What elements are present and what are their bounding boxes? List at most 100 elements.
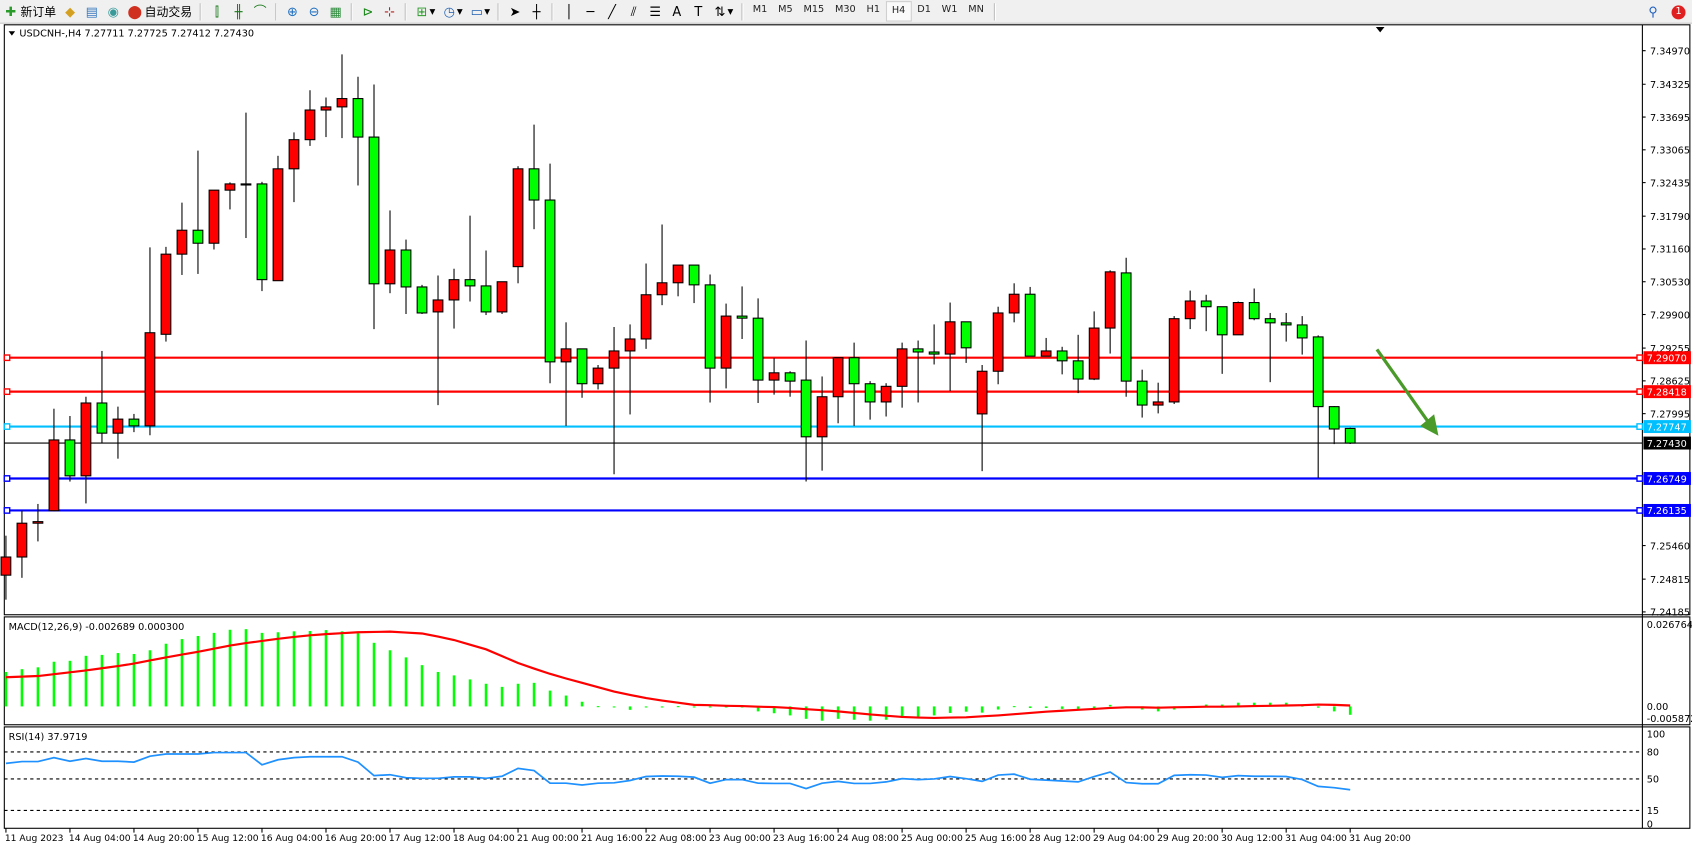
candle-body xyxy=(496,281,508,313)
notifications-button[interactable]: 1 xyxy=(1671,3,1686,20)
candle-body xyxy=(1216,306,1228,336)
macd-histogram-bar xyxy=(372,642,376,707)
search-icon[interactable]: ⚲ xyxy=(1648,3,1658,19)
toolbar-right: ⚲ 1 xyxy=(1646,0,1686,23)
candle-body xyxy=(976,370,988,415)
time-tick-label: 25 Aug 16:00 xyxy=(965,833,1027,844)
macd-histogram-bar xyxy=(1060,706,1064,709)
new-order-label: 新订单 xyxy=(20,4,57,19)
cursor-button[interactable]: ➤ xyxy=(504,1,526,21)
timeframe-m15[interactable]: M15 xyxy=(803,4,825,16)
new-order-icon: ✚ xyxy=(5,3,17,19)
candle-body xyxy=(96,402,108,434)
macd-histogram-bar xyxy=(996,706,1000,710)
templates-button[interactable]: ▭ ▼ xyxy=(466,1,493,21)
signals-button[interactable]: ◉ xyxy=(103,1,125,21)
auto-scroll-icon: ⊹ xyxy=(384,3,395,19)
macd-histogram-bar xyxy=(836,706,840,719)
candle-body xyxy=(336,98,348,108)
text-button[interactable]: A xyxy=(666,1,688,21)
equidistant-channel-button[interactable]: ⫽ xyxy=(623,1,645,21)
chart-canvas[interactable]: 7.34970 7.34325 7.33695 7.33065 7.32435 7.317… xyxy=(0,24,1692,852)
candle-body xyxy=(1184,300,1196,320)
macd-histogram-bar xyxy=(516,683,520,707)
macd-histogram-bar xyxy=(932,706,936,716)
price-line-label-bg xyxy=(1643,385,1691,399)
line-anchor-icon xyxy=(3,507,11,514)
fibonacci-icon: ☰ xyxy=(649,3,661,19)
macd-histogram-bar xyxy=(484,683,488,707)
timeframe-m5[interactable]: M5 xyxy=(778,4,793,16)
timeframe-m1[interactable]: M1 xyxy=(752,4,768,16)
toolbar: ✚ 新订单 ◆ ▤ ◉ ⬤ 自动交易 ⫿ ╫ ⌒ ⊕ ⊖ ▦ ⊳ ⊹ ⊞ ▼ ◷ ▼… xyxy=(0,0,1692,24)
candle-body xyxy=(816,396,828,438)
macd-histogram-bar xyxy=(180,639,184,707)
timeframe-h1[interactable]: H1 xyxy=(866,4,881,16)
candle-body xyxy=(400,249,412,288)
line-chart-button[interactable]: ⌒ xyxy=(249,1,271,21)
arrows-button[interactable]: ⇅ ▼ xyxy=(709,1,736,21)
candle-body xyxy=(832,357,844,398)
candle-body xyxy=(112,418,124,434)
template-icon: ▭ xyxy=(470,3,483,19)
price-line-label-bg xyxy=(1643,351,1691,365)
candle-body xyxy=(0,556,12,576)
zoom-in-button[interactable]: ⊕ xyxy=(282,1,304,21)
macd-histogram-bar xyxy=(772,706,776,714)
toolbar-separator xyxy=(993,2,996,20)
candle-body xyxy=(464,279,476,287)
timeframe-h4[interactable]: H4 xyxy=(885,1,912,22)
timeframe-d1[interactable]: D1 xyxy=(917,4,931,16)
text-label-button[interactable]: T xyxy=(688,1,710,21)
price-tick-label: 7.25460 xyxy=(1650,541,1690,552)
candle-body xyxy=(736,315,748,319)
candlestick-chart-button[interactable]: ╫ xyxy=(228,1,250,21)
bar-chart-button[interactable]: ⫿ xyxy=(206,1,228,21)
indicators-button[interactable]: ⊞ ▼ xyxy=(411,1,438,21)
auto-scroll-button[interactable]: ⊹ xyxy=(379,1,401,21)
navigator-button[interactable]: ▤ xyxy=(81,1,103,21)
candle-body xyxy=(1120,272,1132,382)
dropdown-arrow-icon: ▼ xyxy=(456,7,463,16)
crosshair-button[interactable]: ┼ xyxy=(526,1,548,21)
zoom-out-button[interactable]: ⊖ xyxy=(303,1,325,21)
candle-body xyxy=(1328,406,1340,430)
macd-histogram-bar xyxy=(1316,706,1320,708)
price-tick-label: 7.24815 xyxy=(1650,575,1690,586)
market-watch-button[interactable]: ◆ xyxy=(59,1,81,21)
price-tick-label: 7.30530 xyxy=(1650,278,1690,289)
line-anchor-icon xyxy=(1636,388,1644,396)
notification-badge: 1 xyxy=(1671,5,1686,20)
timeframe-mn[interactable]: MN xyxy=(968,4,984,16)
price-line-label: 7.29070 xyxy=(1647,353,1687,364)
timeframe-m30[interactable]: M30 xyxy=(834,4,856,16)
candle-body xyxy=(1008,293,1020,314)
price-tick-label: 7.27995 xyxy=(1650,409,1690,420)
candle-body xyxy=(1136,380,1148,406)
tile-windows-button[interactable]: ▦ xyxy=(325,1,347,21)
candle-body xyxy=(688,264,700,286)
macd-tick-label: -0.005872 xyxy=(1647,714,1692,725)
chart-shift-marker-icon xyxy=(1375,26,1385,33)
line-anchor-icon xyxy=(3,388,11,396)
new-order-button[interactable]: ✚ 新订单 xyxy=(0,1,59,21)
macd-histogram-bar xyxy=(4,671,8,707)
chart-shift-button[interactable]: ⊳ xyxy=(357,1,379,21)
auto-trading-button[interactable]: ⬤ 自动交易 xyxy=(124,1,195,21)
chart-window[interactable]: 7.34970 7.34325 7.33695 7.33065 7.32435 7.317… xyxy=(0,24,1692,852)
timeframe-w1[interactable]: W1 xyxy=(941,4,958,16)
time-tick-label: 22 Aug 08:00 xyxy=(645,833,707,844)
macd-tick-label: 0.00 xyxy=(1647,702,1669,713)
main-pane xyxy=(3,24,1691,616)
time-tick-label: 23 Aug 16:00 xyxy=(773,833,835,844)
fibonacci-button[interactable]: ☰ xyxy=(644,1,666,21)
candle-body xyxy=(608,350,620,369)
current-price-label: 7.27430 xyxy=(1647,439,1687,450)
price-line-label: 7.26749 xyxy=(1647,474,1687,485)
vertical-line-button[interactable]: │ xyxy=(558,1,580,21)
periods-button[interactable]: ◷ ▼ xyxy=(439,1,466,21)
trendline-button[interactable]: ╱ xyxy=(601,1,623,21)
price-tick-label: 7.29255 xyxy=(1650,344,1690,355)
candle-body xyxy=(640,294,652,340)
horizontal-line-button[interactable]: ─ xyxy=(580,1,602,21)
